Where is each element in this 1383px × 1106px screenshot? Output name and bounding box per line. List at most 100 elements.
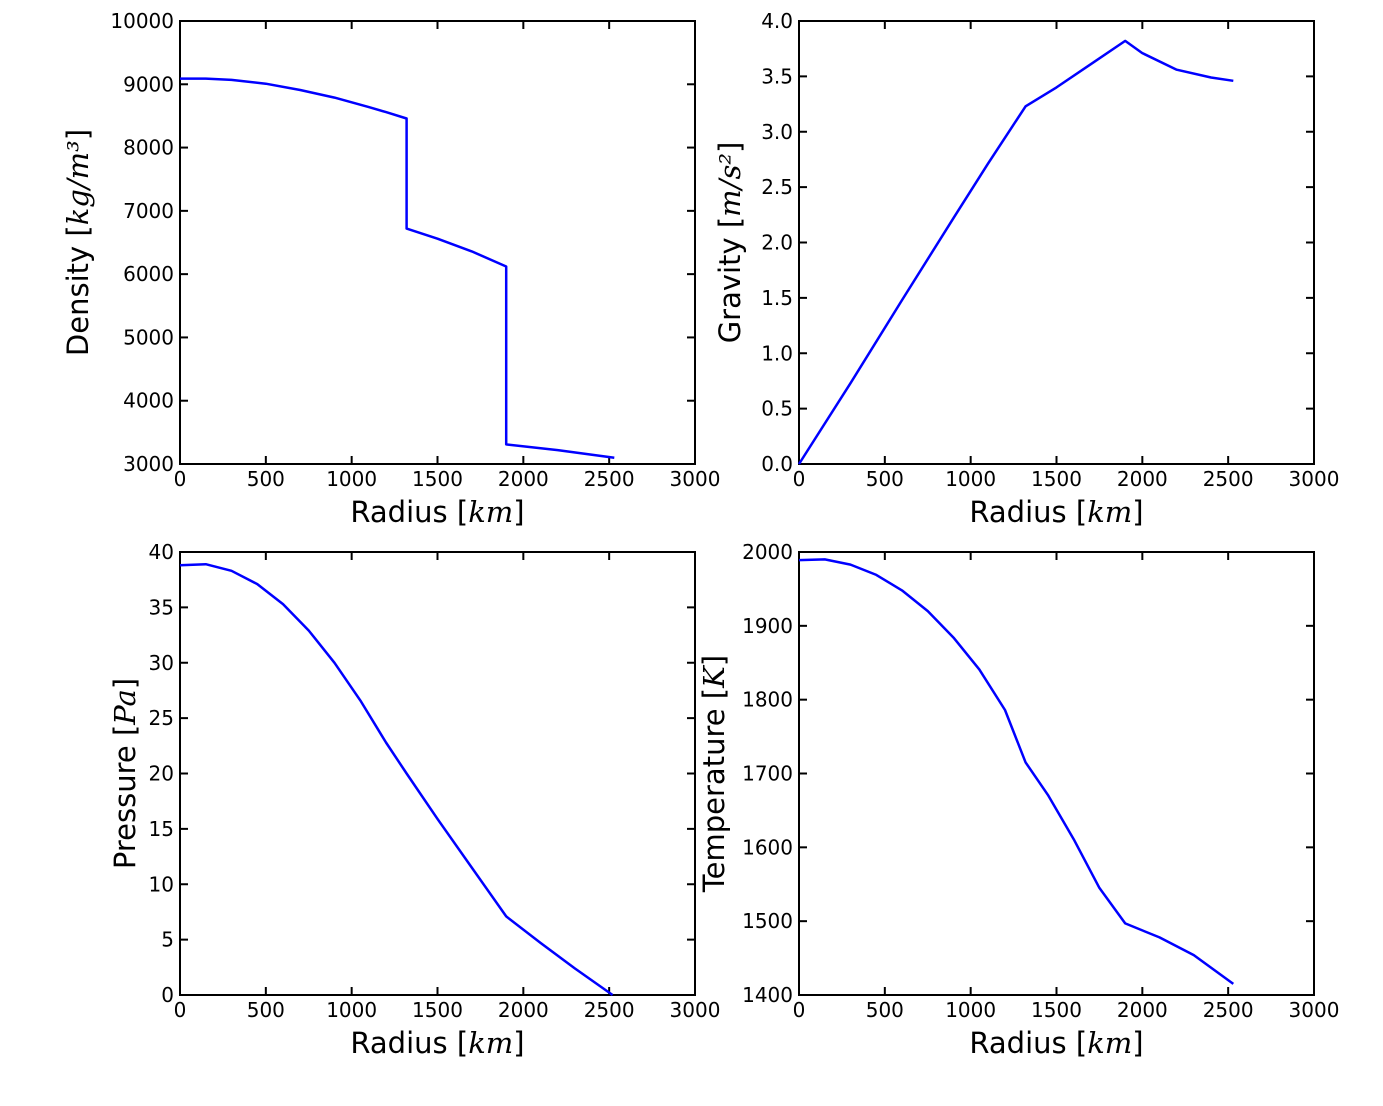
pressure-y-tick-label: 0: [161, 983, 174, 1007]
density-panel: 0 500 1000 1500 2000 2500 3000 3000 4000 5000 6000…: [61, 9, 720, 529]
gravity-x-tick-label: 1000: [945, 467, 996, 491]
pressure-x-axis-name: Radius: [350, 1026, 447, 1060]
gravity-y-axis-name: Gravity: [713, 237, 747, 343]
pressure-panel: 0 500 1000 1500 2000 2500 3000 0 5 10 15 20 25 30 35 40…: [108, 540, 720, 1060]
density-x-tick-label: 500: [247, 467, 285, 491]
pressure-x-tick-label: 2500: [584, 998, 635, 1022]
gravity-x-axis-unit: km: [1087, 495, 1132, 529]
density-x-tick-label: 2500: [584, 467, 635, 491]
temperature-x-axis-bracket-close: ]: [1132, 1026, 1143, 1060]
gravity-x-tick-label: 1500: [1031, 467, 1082, 491]
density-y-axis-bracket-close: ]: [61, 129, 95, 140]
gravity-x-axis-name: Radius: [969, 495, 1066, 529]
density-x-tick-label: 3000: [670, 467, 721, 491]
gravity-y-axis-bracket-open: [: [713, 217, 747, 238]
pressure-y-axis-unit: Pa: [108, 689, 142, 726]
pressure-x-axis-bracket-close: ]: [513, 1026, 524, 1060]
gravity-y-tick-label: 0.5: [761, 397, 793, 421]
gravity-y-tick-label: 4.0: [761, 9, 793, 33]
temperature-y-tick-label: 1700: [742, 762, 793, 786]
pressure-x-tick-label: 2000: [498, 998, 549, 1022]
pressure-y-axis-name: Pressure: [108, 745, 142, 869]
temperature-x-tick-label: 1000: [945, 998, 996, 1022]
density-series-line: [180, 77, 615, 459]
gravity-series-line: [797, 39, 1234, 465]
temperature-y-axis-name: Temperature: [697, 708, 731, 893]
gravity-y-tick-label: 0.0: [761, 452, 793, 476]
temperature-x-tick-label: 1500: [1031, 998, 1082, 1022]
temperature-y-tick-label: 1400: [742, 983, 793, 1007]
gravity-y-tick-label: 3.5: [761, 64, 793, 88]
temperature-x-tick-label: 2000: [1117, 998, 1168, 1022]
density-x-tick-label: 1000: [326, 467, 377, 491]
pressure-x-tick-label: 500: [247, 998, 285, 1022]
pressure-y-axis-bracket-close: ]: [108, 678, 142, 689]
gravity-y-axis-unit: m/s²: [713, 153, 747, 217]
temperature-y-axis-unit: K: [697, 664, 731, 689]
density-y-tick-label: 4000: [123, 389, 174, 413]
pressure-y-tick-label: 35: [149, 595, 174, 619]
gravity-y-tick-label: 1.5: [761, 286, 793, 310]
gravity-y-axis-bracket-close: ]: [713, 142, 747, 153]
density-x-tick-label: 1500: [412, 467, 463, 491]
density-plot-frame: [179, 20, 696, 465]
gravity-x-axis-bracket-open: [: [1067, 495, 1088, 529]
density-x-tick-label: 0: [174, 467, 187, 491]
gravity-y-tick-label: 3.0: [761, 120, 793, 144]
pressure-series-line: [179, 562, 614, 997]
pressure-x-tick-label: 0: [174, 998, 187, 1022]
density-y-tick-label: 6000: [123, 262, 174, 286]
density-y-axis-label: Density [kg/m³]: [61, 129, 95, 356]
temperature-x-axis-label: Radius [km]: [969, 1026, 1143, 1060]
gravity-x-tick-label: 2500: [1203, 467, 1254, 491]
density-x-tick-label: 2000: [498, 467, 549, 491]
pressure-y-tick-label: 5: [161, 928, 174, 952]
gravity-x-axis-label: Radius [km]: [969, 495, 1143, 529]
pressure-x-tick-label: 1500: [412, 998, 463, 1022]
temperature-y-tick-label: 1600: [742, 835, 793, 859]
density-y-tick-label: 9000: [123, 72, 174, 96]
temperature-plot-frame: [798, 551, 1315, 996]
pressure-x-axis-bracket-open: [: [448, 1026, 469, 1060]
temperature-x-axis-name: Radius: [969, 1026, 1066, 1060]
gravity-y-tick-label: 1.0: [761, 341, 793, 365]
density-x-axis-name: Radius: [350, 495, 447, 529]
gravity-x-tick-label: 3000: [1289, 467, 1340, 491]
density-y-tick-label: 8000: [123, 136, 174, 160]
density-x-axis-unit: km: [468, 495, 513, 529]
temperature-x-axis-bracket-open: [: [1067, 1026, 1088, 1060]
density-y-tick-label: 3000: [123, 452, 174, 476]
pressure-x-axis-unit: km: [468, 1026, 513, 1060]
pressure-y-tick-label: 20: [149, 762, 174, 786]
temperature-y-axis-label: Temperature [K]: [697, 655, 731, 893]
temperature-x-tick-label: 2500: [1203, 998, 1254, 1022]
gravity-x-tick-label: 500: [866, 467, 904, 491]
temperature-x-tick-label: 3000: [1289, 998, 1340, 1022]
density-x-axis-label: Radius [km]: [350, 495, 524, 529]
density-y-axis-unit: kg/m³: [61, 140, 95, 225]
pressure-y-tick-label: 15: [149, 817, 174, 841]
gravity-y-tick-label: 2.0: [761, 231, 793, 255]
pressure-y-tick-label: 40: [149, 540, 174, 564]
gravity-x-axis-bracket-close: ]: [1132, 495, 1143, 529]
temperature-y-axis-bracket-open: [: [697, 688, 731, 709]
gravity-y-tick-label: 2.5: [761, 175, 793, 199]
temperature-y-axis-bracket-close: ]: [697, 655, 731, 666]
temperature-x-tick-label: 0: [793, 998, 806, 1022]
temperature-y-tick-label: 1500: [742, 909, 793, 933]
temperature-y-tick-label: 1900: [742, 614, 793, 638]
density-y-tick-label: 7000: [123, 199, 174, 223]
pressure-x-tick-label: 1000: [326, 998, 377, 1022]
density-x-axis-bracket-close: ]: [513, 495, 524, 529]
gravity-x-tick-label: 0: [793, 467, 806, 491]
density-y-axis-name: Density: [61, 246, 95, 356]
temperature-panel: 0 500 1000 1500 2000 2500 3000 1400 1500 1600 1700…: [697, 540, 1339, 1060]
pressure-y-tick-label: 10: [149, 872, 174, 896]
density-y-tick-label: 5000: [123, 325, 174, 349]
density-x-axis-bracket-open: [: [448, 495, 469, 529]
temperature-y-tick-label: 2000: [742, 540, 793, 564]
density-y-tick-label: 10000: [110, 9, 174, 33]
pressure-x-tick-label: 3000: [670, 998, 721, 1022]
density-y-axis-bracket-open: [: [61, 225, 95, 246]
temperature-y-tick-label: 1800: [742, 688, 793, 712]
